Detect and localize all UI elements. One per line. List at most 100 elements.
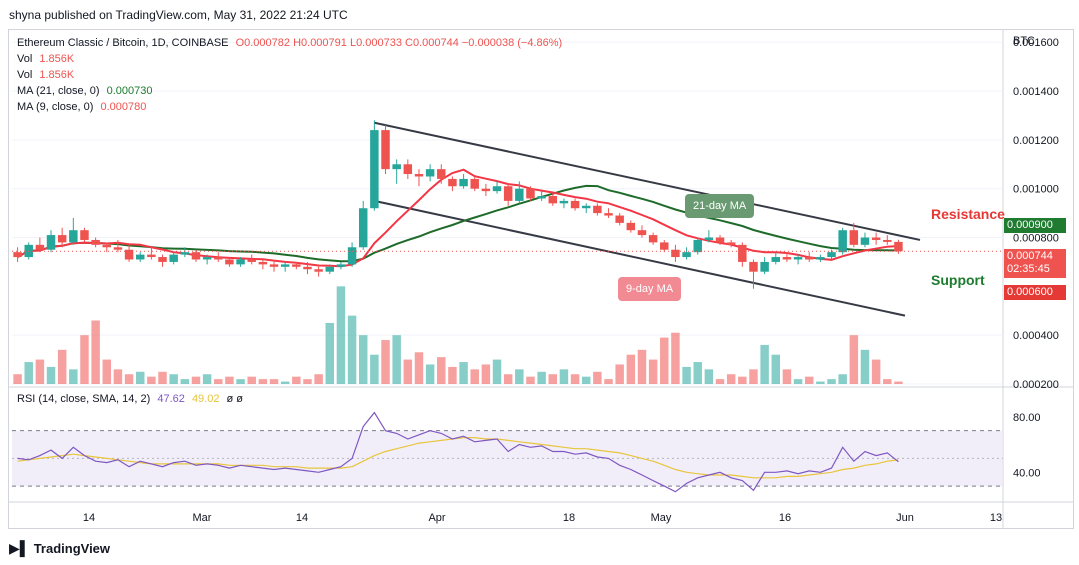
time-tick-label: Apr — [428, 512, 445, 524]
rsi-sma-value: 49.02 — [191, 393, 220, 405]
price-tick-label: 0.001200 — [1013, 135, 1059, 147]
volume-bar — [671, 332, 680, 384]
current-price: 0.000744 — [1007, 250, 1053, 262]
resistance-price-tag: 0.000900 — [1004, 218, 1066, 233]
candle-body — [782, 257, 792, 260]
volume-bar — [749, 369, 758, 384]
volume-bar — [370, 354, 379, 384]
volume-bar — [202, 374, 212, 384]
currency-label: BTC — [1013, 35, 1035, 47]
candle-body — [303, 266, 312, 270]
current-price-tag: 0.000744 02:35:45 — [1004, 249, 1066, 278]
support-label: Support — [931, 272, 985, 288]
candle-body — [503, 186, 513, 201]
candle-body — [693, 239, 702, 253]
brand-name: TradingView — [33, 541, 111, 556]
volume-bar — [660, 337, 669, 384]
volume-bar — [537, 371, 546, 384]
candle-body — [626, 222, 636, 231]
volume-bar — [793, 379, 803, 384]
volume-bar — [258, 379, 268, 384]
candle-body — [425, 169, 435, 177]
volume-bar — [570, 374, 580, 384]
volume-bar — [548, 374, 558, 384]
ma9-line — [17, 168, 899, 268]
candle-body — [91, 239, 100, 245]
tradingview-logo-icon: ▶▌ — [9, 540, 30, 556]
candle-body — [180, 252, 190, 255]
candle-body — [615, 215, 624, 223]
candle-body — [749, 261, 758, 272]
candle-body — [370, 130, 379, 209]
candle-body — [738, 244, 747, 262]
volume-bar — [838, 374, 847, 384]
candle-body — [492, 186, 502, 192]
candle-body — [358, 208, 368, 248]
volume-bar — [135, 371, 145, 384]
volume-bar — [894, 381, 903, 384]
volume-bar — [626, 354, 636, 384]
time-tick-label: Mar — [193, 512, 212, 524]
volume-bar — [358, 335, 368, 384]
time-tick-label: 13 — [990, 512, 1002, 524]
volume-bar — [225, 376, 234, 384]
candle-body — [102, 244, 112, 248]
candle-body — [437, 169, 446, 179]
volume-bar — [615, 364, 624, 384]
time-tick-label: 14 — [83, 512, 95, 524]
candle-body — [515, 188, 524, 201]
vol-label: Vol — [17, 53, 33, 65]
candle-body — [771, 257, 781, 262]
volume-bar — [738, 376, 747, 384]
candle-body — [481, 188, 491, 192]
candle-body — [280, 264, 290, 267]
candle-body — [559, 200, 569, 204]
volume-bar — [492, 359, 502, 384]
candle-body — [894, 241, 903, 252]
volume-bar — [269, 379, 279, 384]
candle-body — [46, 235, 56, 250]
volume-bar — [526, 376, 535, 384]
upper-channel-line — [374, 121, 921, 241]
candle-body — [827, 252, 836, 258]
volume-bar — [57, 349, 67, 384]
candle-body — [871, 237, 881, 240]
rsi-legend: RSI (14, close, SMA, 14, 2) 47.62 49.02 … — [17, 393, 243, 405]
volume-bar — [91, 320, 100, 384]
price-tick-label: 0.001000 — [1013, 184, 1059, 196]
volume-bar — [180, 379, 190, 384]
tradingview-logo[interactable]: ▶▌ TradingView — [9, 540, 110, 557]
volume-bar — [347, 315, 357, 384]
candle-body — [35, 244, 45, 250]
candle-body — [336, 264, 346, 267]
rsi-line — [17, 411, 899, 493]
volume-bar — [147, 376, 156, 384]
price-tick-label: 0.000800 — [1013, 233, 1059, 245]
ma21-legend: MA (21, close, 0) 0.000730 — [17, 85, 153, 97]
candle-body — [13, 252, 22, 258]
candle-body — [593, 205, 602, 214]
candle-body — [459, 178, 468, 187]
candle-body — [726, 242, 736, 245]
volume-bar — [637, 349, 647, 384]
volume-bar — [158, 371, 167, 384]
volume-bar — [69, 369, 78, 384]
ma9-value: 0.000780 — [100, 101, 147, 113]
candle-body — [113, 247, 123, 250]
time-tick-label: 18 — [563, 512, 575, 524]
candle-body — [604, 213, 613, 216]
candle-body — [570, 200, 580, 209]
volume-bar — [883, 379, 892, 384]
volume-bar — [559, 369, 569, 384]
volume-bar — [113, 369, 123, 384]
candle-body — [414, 174, 424, 177]
volume-bar — [771, 354, 781, 384]
volume-bar — [314, 374, 323, 384]
volume-bar — [102, 359, 112, 384]
candle-body — [381, 130, 390, 170]
volume-bar — [827, 379, 836, 384]
candle-body — [258, 261, 268, 265]
candle-body — [682, 252, 691, 258]
volume-bar — [24, 362, 33, 384]
